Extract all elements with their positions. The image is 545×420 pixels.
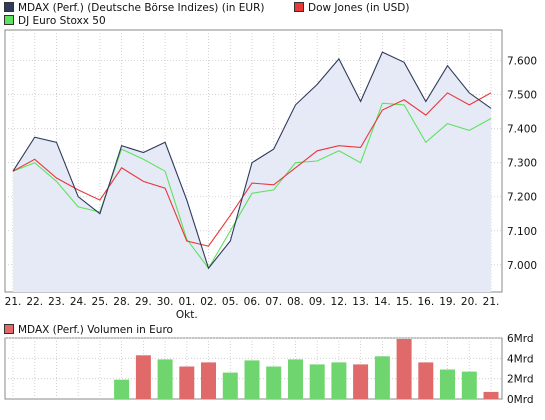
- legend-swatch-dow: [294, 2, 304, 12]
- y-tick-label: 7.100: [507, 226, 537, 238]
- volume-bar: [266, 366, 282, 399]
- x-tick-label: 14.: [374, 296, 391, 308]
- x-tick-label: 07.: [265, 296, 282, 308]
- volume-bar: [244, 360, 260, 399]
- legend-stoxx: DJ Euro Stoxx 50: [4, 15, 106, 27]
- legend-mdax: MDAX (Perf.) (Deutsche Börse Indizes) (i…: [4, 2, 264, 14]
- volume-bar: [179, 366, 195, 399]
- y-tick-label: 7.300: [507, 158, 537, 170]
- legend-swatch-mdax: [4, 2, 14, 12]
- legend-label-dow: Dow Jones (in USD): [308, 2, 410, 14]
- volume-bar: [461, 371, 477, 399]
- x-tick-label: 29.: [135, 296, 152, 308]
- volume-bar: [201, 362, 216, 399]
- x-tick-label: 08.: [287, 296, 304, 308]
- legend-swatch-volume: [4, 324, 14, 334]
- x-tick-label: 12.: [331, 296, 348, 308]
- volume-bar: [222, 372, 238, 399]
- volume-plot-area: [4, 337, 503, 400]
- legend-volume: MDAX (Perf.) Volumen in Euro: [4, 324, 173, 336]
- dow-jones-line: [12, 92, 492, 247]
- x-tick-label: 05.: [222, 296, 239, 308]
- x-tick-label: 28.: [113, 296, 130, 308]
- x-tick-label: 30.: [157, 296, 174, 308]
- volume-bar: [135, 355, 151, 399]
- volume-bar: [483, 391, 499, 399]
- legend-dow: Dow Jones (in USD): [294, 2, 409, 14]
- y-tick-label: 7.500: [507, 90, 537, 102]
- x-tick-label: 20.: [461, 296, 478, 308]
- euro-stoxx-line: [12, 102, 492, 270]
- x-tick-label: 24.: [70, 296, 87, 308]
- y-tick-label: 7.400: [507, 124, 537, 136]
- x-tick-label: 19.: [439, 296, 456, 308]
- volume-y-tick-label: 0Mrd: [507, 394, 534, 406]
- mdax-line: [12, 51, 492, 270]
- volume-bar: [418, 362, 434, 399]
- volume-y-tick-label: 4Mrd: [507, 353, 534, 365]
- x-tick-label: 06.: [244, 296, 261, 308]
- x-tick-label: 02.: [200, 296, 217, 308]
- volume-bar: [288, 359, 303, 399]
- volume-bar: [396, 339, 412, 399]
- x-tick-label: 23.: [48, 296, 65, 308]
- mdax-area-fill: [13, 52, 491, 292]
- legend-label-mdax: MDAX (Perf.) (Deutsche Börse Indizes) (i…: [18, 2, 265, 14]
- x-tick-label: 13.: [352, 296, 369, 308]
- x-tick-label: 21.: [5, 296, 22, 308]
- y-tick-label: 7.200: [507, 192, 537, 204]
- x-tick-label: 16.: [417, 296, 434, 308]
- volume-bar: [374, 356, 390, 399]
- y-tick-label: 7.000: [507, 260, 537, 272]
- volume-bar: [353, 364, 369, 399]
- volume-y-tick-label: 6Mrd: [507, 333, 534, 345]
- legend-swatch-stoxx: [4, 15, 14, 25]
- volume-bar: [157, 359, 173, 399]
- y-tick-label: 7.600: [507, 56, 537, 68]
- x-tick-label: 25.: [92, 296, 109, 308]
- x-tick-label: 21.: [483, 296, 500, 308]
- volume-bar: [331, 362, 347, 399]
- x-tick-label: 01.: [178, 296, 195, 308]
- x-tick-label: 15.: [396, 296, 413, 308]
- volume-y-tick-label: 2Mrd: [507, 374, 534, 386]
- x-tick-label: 09.: [309, 296, 326, 308]
- volume-bar: [114, 379, 130, 399]
- x-month-label: Okt.: [176, 309, 198, 321]
- x-tick-label: 22.: [26, 296, 43, 308]
- volume-chart-title: MDAX (Perf.) Volumen in Euro: [18, 324, 173, 336]
- price-chart: 7.600 7.500 7.400 7.300 7.200 7.100 7.000 21. 22…: [4, 29, 537, 321]
- volume-bar: [440, 369, 455, 399]
- legend-label-stoxx: DJ Euro Stoxx 50: [18, 15, 106, 27]
- volume-bar: [309, 364, 325, 399]
